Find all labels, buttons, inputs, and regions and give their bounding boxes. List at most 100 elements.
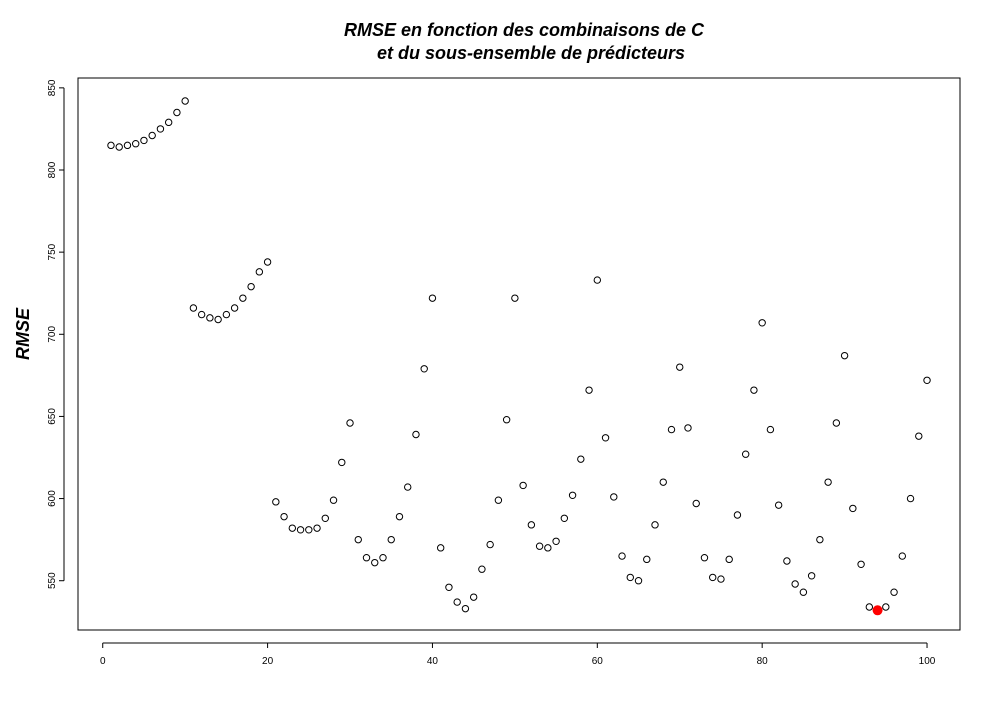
data-point [906, 494, 915, 503]
y-tick-label: 800 [47, 161, 58, 178]
data-point [568, 491, 577, 499]
data-point [601, 434, 610, 442]
data-point [371, 558, 379, 567]
data-point [783, 557, 791, 565]
x-tick-label: 20 [262, 656, 274, 667]
data-point [659, 478, 667, 486]
data-point [610, 493, 618, 501]
data-point [535, 542, 544, 550]
highlight-point [872, 605, 883, 616]
x-tick-label: 60 [592, 656, 604, 667]
data-point [585, 386, 593, 394]
data-point [305, 526, 313, 534]
data-point [181, 97, 189, 105]
data-point [164, 118, 173, 127]
data-point [263, 258, 272, 266]
data-point [766, 425, 775, 434]
data-point [239, 294, 247, 302]
data-point [428, 294, 437, 302]
x-tick-label: 0 [100, 656, 106, 667]
data-point [123, 141, 132, 150]
data-point [527, 521, 536, 529]
data-point [321, 514, 329, 522]
data-point [354, 535, 362, 544]
data-point [832, 419, 841, 427]
data-point [288, 524, 297, 532]
data-point [643, 555, 651, 564]
data-point [634, 577, 643, 585]
data-point [296, 526, 305, 534]
data-point [412, 430, 420, 439]
data-point [824, 478, 832, 486]
data-point [799, 588, 808, 596]
data-point [247, 282, 255, 291]
data-point [791, 580, 799, 588]
data-point [717, 575, 725, 583]
data-point [733, 511, 742, 519]
data-point [865, 603, 874, 611]
data-point [436, 544, 445, 552]
data-point [750, 386, 758, 394]
y-axis-label: RMSE [13, 307, 33, 360]
data-point [890, 588, 898, 596]
data-point [453, 598, 461, 606]
data-point [898, 552, 906, 560]
chart-title-line1: RMSE en fonction des combinaisons de C [344, 20, 705, 40]
data-point [849, 504, 857, 513]
data-point [700, 554, 709, 562]
data-point [206, 314, 214, 322]
data-point [255, 268, 264, 276]
data-point [511, 294, 519, 302]
data-point [173, 108, 181, 117]
data-point [915, 432, 923, 440]
data-point [741, 450, 750, 458]
data-point [774, 501, 783, 509]
x-tick-label: 100 [919, 656, 936, 667]
data-point [132, 140, 140, 148]
data-point [486, 540, 494, 549]
data-point [346, 419, 354, 427]
data-point [882, 603, 890, 611]
x-axis: 0 20 40 60 80 100 [100, 642, 936, 667]
y-tick-label: 750 [47, 243, 58, 260]
x-tick-label: 80 [757, 656, 769, 667]
data-point [272, 498, 280, 506]
data-point [560, 514, 569, 522]
data-point [189, 304, 198, 312]
data-point [593, 276, 602, 284]
data-point [280, 512, 288, 521]
data-point [816, 535, 824, 544]
data-point [140, 136, 148, 145]
data-point [469, 593, 478, 601]
data-point [420, 365, 428, 373]
data-point [552, 537, 560, 545]
data-point [478, 565, 486, 573]
data-point [222, 310, 231, 319]
data-point [857, 560, 865, 568]
data-point [115, 143, 123, 151]
data-point [692, 499, 700, 508]
plot-frame [77, 77, 961, 631]
data-point [494, 496, 503, 504]
data-point [709, 573, 717, 582]
data-point [338, 458, 346, 467]
data-point [502, 416, 511, 424]
data-point [197, 310, 206, 319]
data-point [676, 363, 684, 371]
data-point [840, 351, 849, 360]
data-point [387, 535, 395, 544]
data-point [544, 544, 552, 552]
data-point [107, 141, 115, 150]
data-point [329, 496, 338, 504]
y-tick-label: 550 [47, 572, 58, 589]
data-point [461, 604, 470, 613]
data-point [230, 304, 239, 312]
data-point [313, 524, 321, 532]
chart-title-line2: et du sous-ensemble de prédicteurs [377, 43, 685, 63]
y-tick-label: 850 [47, 79, 58, 96]
data-point [379, 554, 387, 562]
data-point [577, 455, 585, 463]
data-point [362, 554, 371, 562]
y-tick-label: 600 [47, 490, 58, 507]
